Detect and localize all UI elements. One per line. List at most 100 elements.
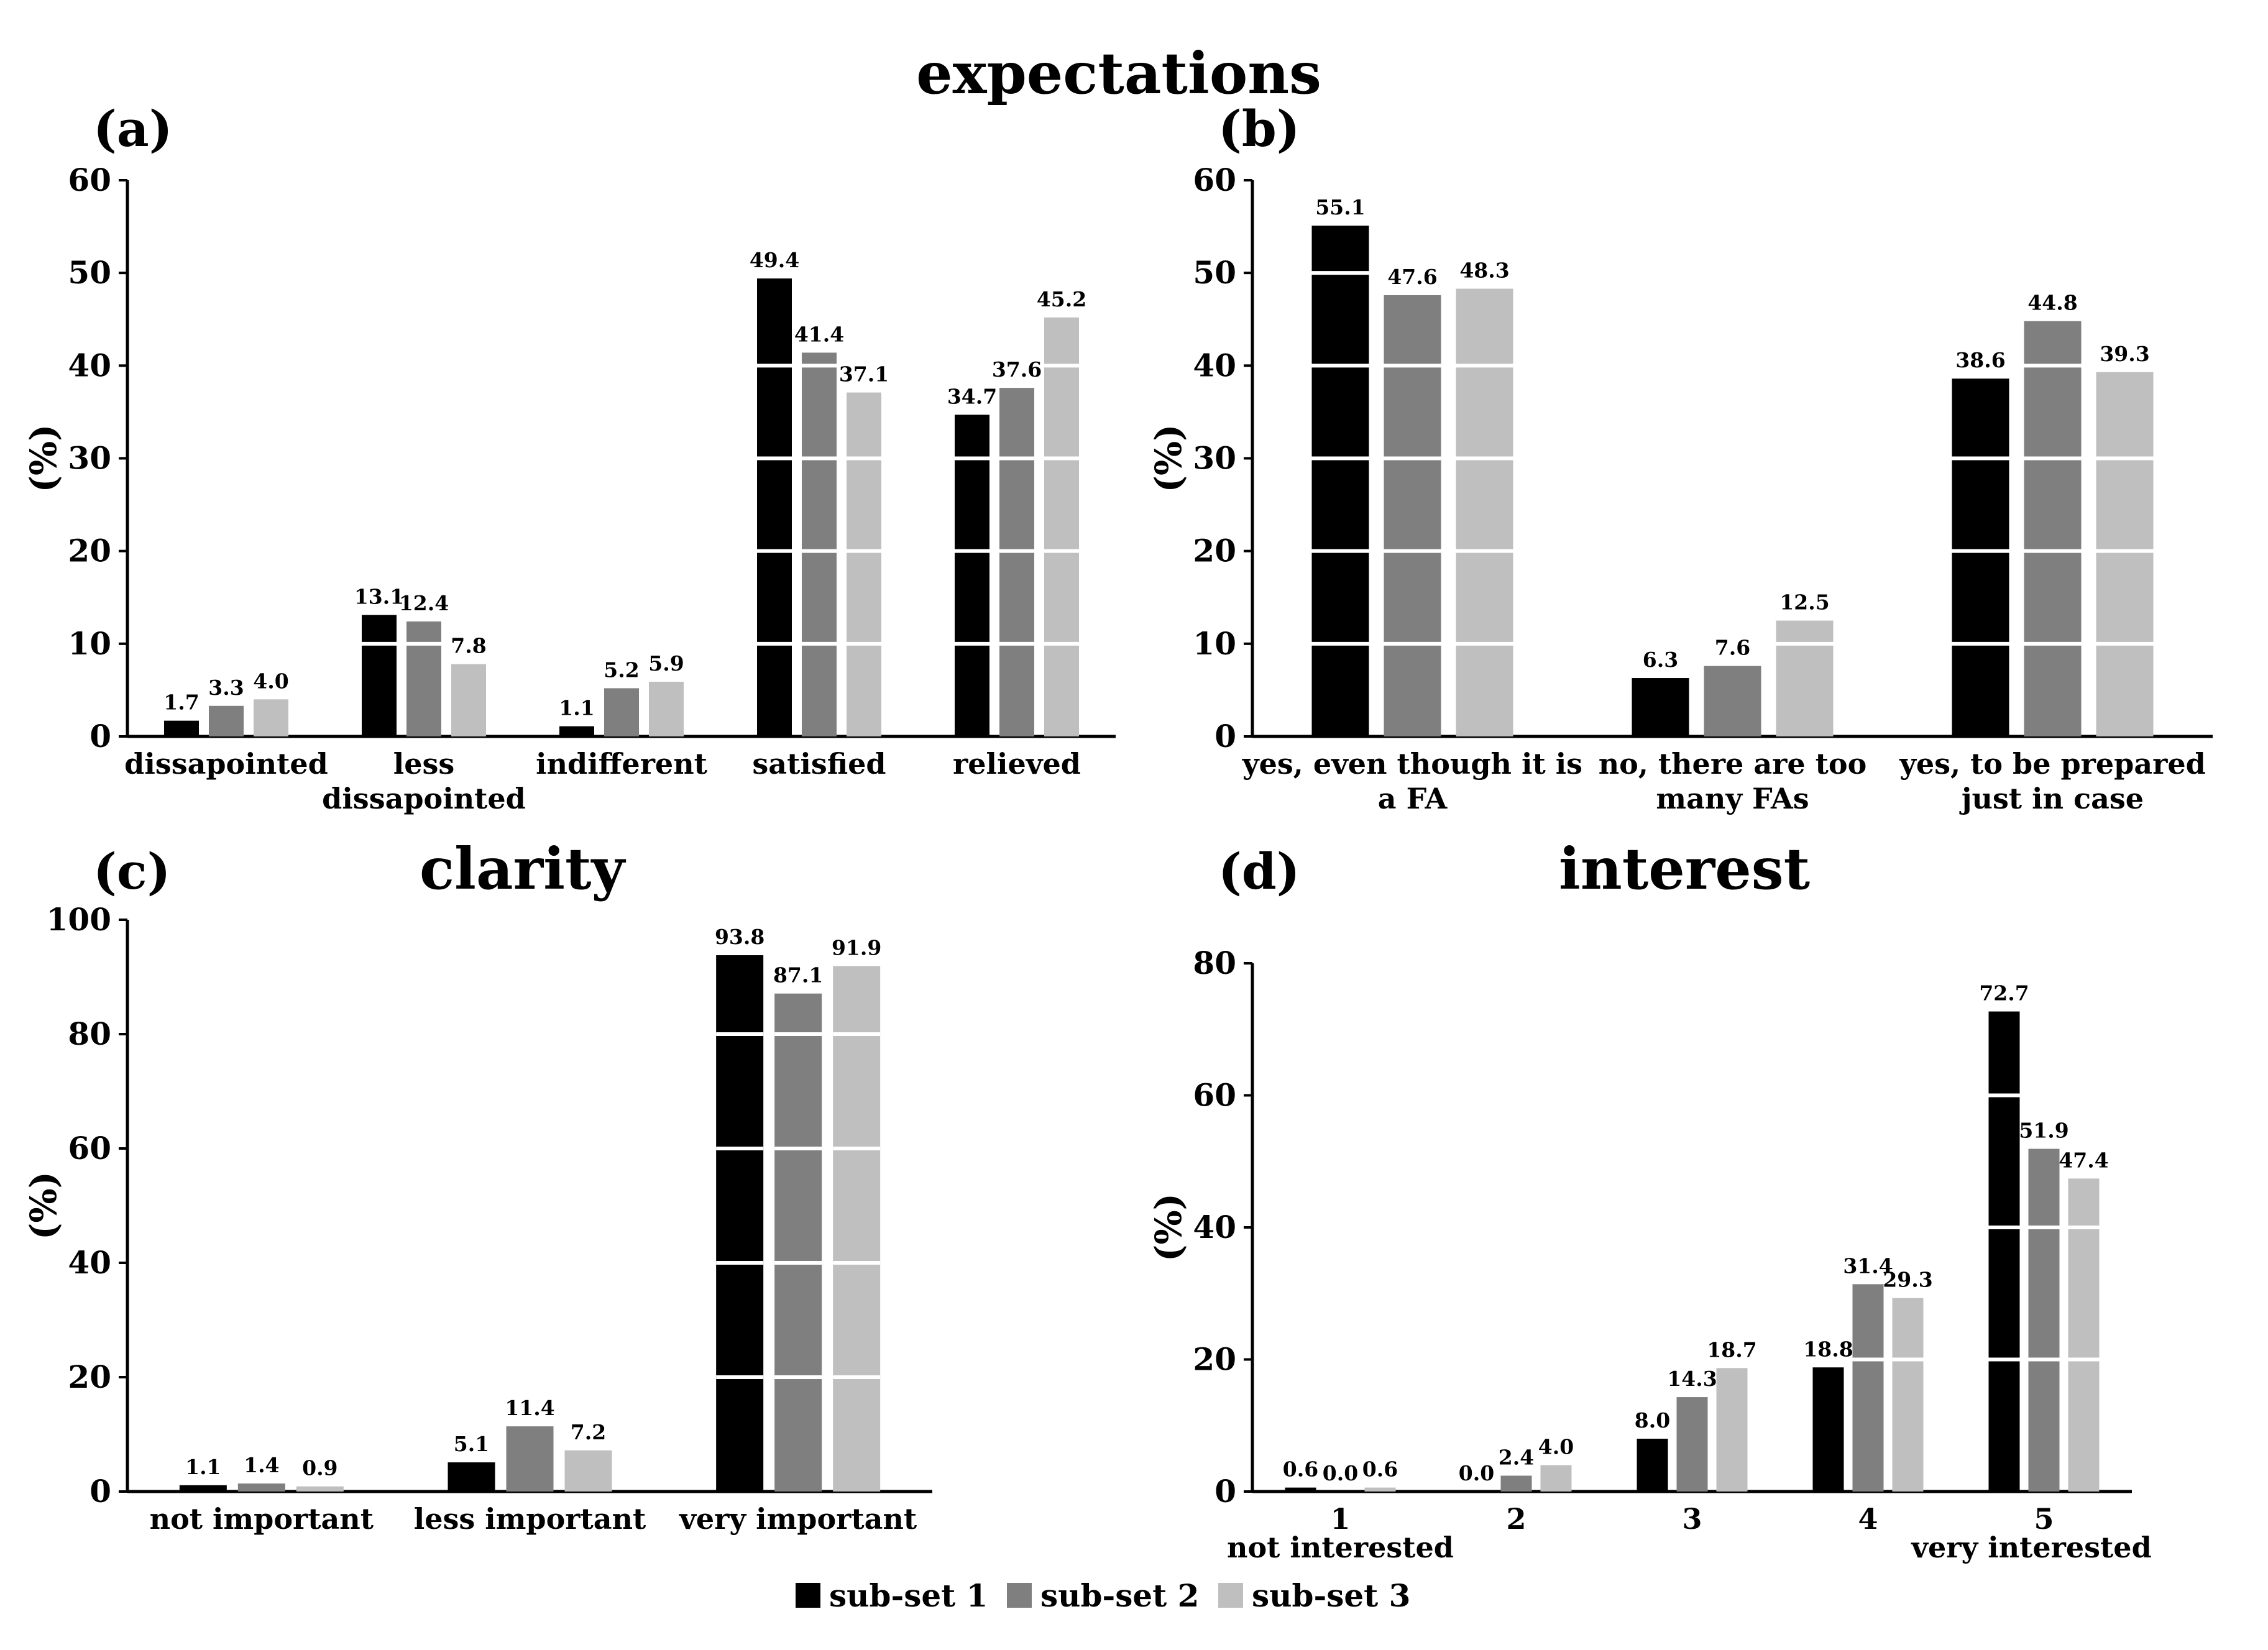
bar xyxy=(451,664,486,736)
data-label: 48.3 xyxy=(1459,259,1509,283)
data-label: 47.6 xyxy=(1387,265,1437,289)
bar xyxy=(2096,372,2154,736)
data-label: 1.4 xyxy=(244,1453,279,1477)
data-label: 39.3 xyxy=(2100,342,2149,366)
data-label: 6.3 xyxy=(1643,648,1678,672)
x-tick-label: very important xyxy=(679,1502,917,1536)
bar xyxy=(802,352,837,736)
bar xyxy=(847,392,881,736)
data-label: 0.6 xyxy=(1362,1457,1398,1482)
bar xyxy=(1852,1284,1884,1492)
legend-label: sub-set 1 xyxy=(829,1577,988,1614)
x-tick-label: many FAs xyxy=(1656,782,1809,815)
bar xyxy=(1776,620,1834,736)
x-tick-label: indifferent xyxy=(536,747,708,781)
data-label: 34.7 xyxy=(947,384,997,408)
data-label: 29.3 xyxy=(1883,1268,1932,1292)
data-label: 37.1 xyxy=(839,362,889,387)
bar xyxy=(1704,666,1761,736)
data-label: 87.1 xyxy=(773,963,823,988)
panel-b: (b) 0 10 20 30 40 50 60 (%) 55.1 47.6 48.3 yes, even… xyxy=(1147,99,2213,815)
x-note-first: not interested xyxy=(1227,1531,1454,1564)
y-axis-label: (%) xyxy=(1147,424,1190,493)
data-label: 0.0 xyxy=(1323,1461,1358,1485)
y-tick-label: 10 xyxy=(68,625,111,662)
y-axis-label: (%) xyxy=(22,424,65,493)
data-label: 55.1 xyxy=(1315,195,1365,219)
panel-a: (a) 0 10 20 30 40 50 60 (%) 1.7 3.3 4.0 dissapointed… xyxy=(22,99,1116,815)
y-tick-label: 20 xyxy=(1193,1341,1236,1378)
y-tick-label: 50 xyxy=(68,254,111,291)
bar xyxy=(1456,288,1513,736)
data-label: 0.9 xyxy=(302,1456,337,1480)
data-label: 49.4 xyxy=(750,248,799,272)
bar xyxy=(1500,1475,1532,1492)
bar xyxy=(833,966,881,1492)
bar xyxy=(604,688,639,736)
y-tick-label: 0 xyxy=(90,718,111,754)
y-tick-label: 50 xyxy=(1193,254,1236,291)
figure-title: expectations xyxy=(916,40,1321,107)
bar xyxy=(164,720,199,736)
bar xyxy=(2024,321,2082,736)
x-tick-label: 2 xyxy=(1506,1502,1526,1536)
bar xyxy=(774,993,822,1492)
data-label: 13.1 xyxy=(354,585,404,609)
x-tick-label: yes, even though it is xyxy=(1242,747,1582,781)
bar xyxy=(1637,1439,1668,1492)
y-tick-label: 80 xyxy=(1193,945,1236,981)
data-label: 51.9 xyxy=(2019,1119,2068,1143)
x-tick-label: just in case xyxy=(1959,782,2144,815)
bar xyxy=(362,615,397,736)
data-label: 12.4 xyxy=(399,591,449,615)
data-label: 45.2 xyxy=(1037,287,1086,311)
bar xyxy=(559,726,594,736)
bar xyxy=(1364,1487,1396,1492)
x-tick-label: relieved xyxy=(953,747,1081,781)
y-tick-label: 40 xyxy=(68,1244,111,1281)
data-label: 5.1 xyxy=(454,1432,489,1456)
y-tick-label: 40 xyxy=(1193,1209,1236,1245)
panel-c: (c) clarity 0 20 40 60 80 100 (%) 1.1 1.4 0.9 not im… xyxy=(22,835,932,1536)
x-tick-label: dissapointed xyxy=(124,747,328,781)
bar xyxy=(1044,317,1079,736)
y-tick-label: 40 xyxy=(68,347,111,383)
y-tick-label: 60 xyxy=(1193,1077,1236,1114)
bar xyxy=(1812,1367,1844,1492)
legend: sub-set 1 sub-set 2 sub-set 3 xyxy=(796,1577,1410,1614)
y-tick-label: 20 xyxy=(68,1359,111,1395)
bar xyxy=(649,681,684,736)
x-tick-label: 4 xyxy=(1858,1502,1878,1536)
legend-swatch xyxy=(1218,1583,1243,1608)
y-tick-label: 0 xyxy=(1214,1473,1236,1510)
bar xyxy=(237,1483,285,1492)
bar xyxy=(1988,1011,2020,1492)
bar xyxy=(716,955,764,1492)
x-tick-label: a FA xyxy=(1378,782,1448,815)
bar xyxy=(296,1486,344,1492)
bar xyxy=(1716,1368,1748,1492)
panel-title: interest xyxy=(1559,835,1811,902)
y-tick-label: 30 xyxy=(68,440,111,477)
y-tick-label: 60 xyxy=(68,162,111,198)
bar xyxy=(1952,378,2009,736)
bar xyxy=(448,1462,495,1492)
bar xyxy=(1632,678,1689,736)
bar xyxy=(1892,1298,1924,1492)
data-label: 41.4 xyxy=(794,322,844,346)
data-label: 5.9 xyxy=(648,651,684,676)
data-label: 7.8 xyxy=(451,634,486,658)
data-label: 4.0 xyxy=(1538,1435,1574,1459)
legend-label: sub-set 3 xyxy=(1252,1577,1410,1614)
data-label: 18.8 xyxy=(1803,1337,1853,1361)
data-label: 93.8 xyxy=(715,925,764,949)
data-label: 2.4 xyxy=(1499,1446,1534,1470)
data-label: 11.4 xyxy=(505,1396,554,1420)
x-tick-label: satisfied xyxy=(752,747,886,781)
y-tick-label: 30 xyxy=(1193,440,1236,477)
data-label: 31.4 xyxy=(1843,1254,1893,1278)
bar xyxy=(564,1450,612,1492)
